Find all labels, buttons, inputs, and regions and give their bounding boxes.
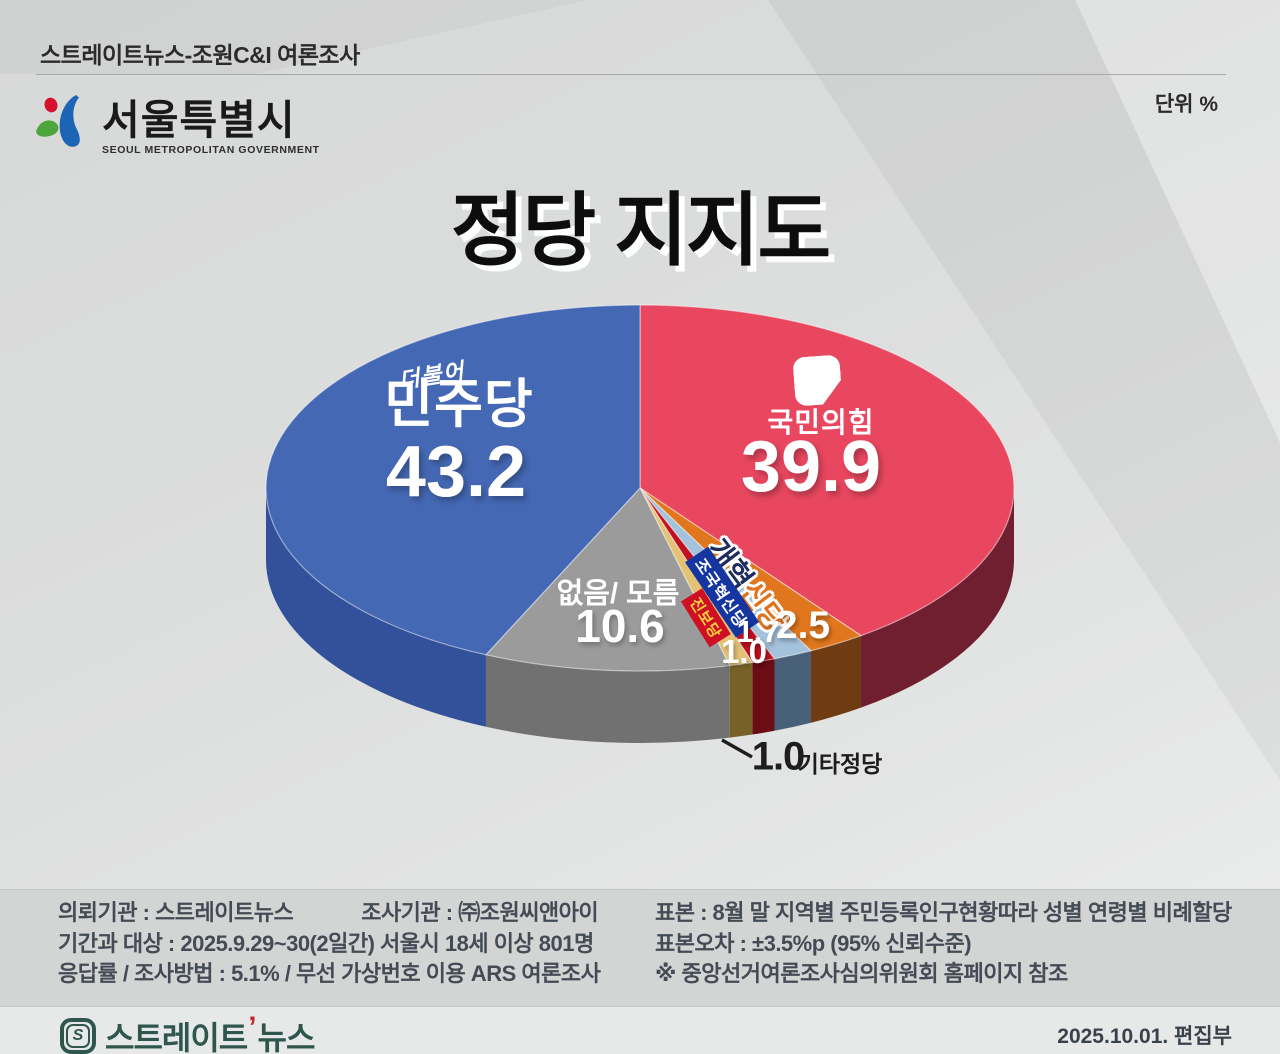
footer-bar: S 스트레이트 ’ 뉴스 2025.10.01. 편집부: [0, 1007, 1280, 1054]
survey-sample: 표본 : 8월 말 지역별 주민등록인구현황따라 성별 연령별 비례할당: [655, 900, 1232, 925]
pie-slice-개혁신당: [639, 487, 863, 652]
seoul-logo-english: SEOUL METROPOLITAN GOVERNMENT: [102, 144, 320, 156]
survey-client: 의뢰기관 : 스트레이트뉴스: [58, 900, 294, 925]
callout-leader-line: [721, 738, 753, 759]
straightnews-badge-letter: S: [66, 1024, 90, 1048]
etc-party-value: 1.0: [751, 734, 806, 779]
survey-details-left-column: 의뢰기관 : 스트레이트뉴스 조사기관 : ㈜조원씨앤아이 기간과 대상 : 20…: [58, 898, 601, 990]
seoul-logo-korean: 서울특별시: [102, 97, 296, 143]
pie-slice-side-개혁신당: [811, 635, 861, 723]
ppp-party-label: 국민의힘: [767, 407, 875, 438]
survey-details-right-column: 표본 : 8월 말 지역별 주민등록인구현황따라 성별 연령별 비례할당 표본오…: [655, 898, 1232, 990]
survey-source-title: 스트레이트뉴스-조원C&I 여론조사: [40, 42, 360, 68]
header-divider: [36, 74, 1226, 75]
pie-slice-없음/ 모름: [484, 486, 731, 672]
rebuilding-korea-value: 1.7: [736, 614, 780, 649]
survey-details-band: 의뢰기관 : 스트레이트뉴스 조사기관 : ㈜조원씨앤아이 기간과 대상 : 20…: [0, 889, 1280, 1007]
minjoo-party-label: 민주당: [384, 375, 534, 434]
survey-agency: 조사기관 : ㈜조원씨앤아이: [361, 900, 599, 925]
none-dontknow-value: 10.6: [575, 600, 665, 652]
pie-slice-side-국민의힘: [860, 488, 1014, 708]
pie-slice-더불어민주당: [265, 304, 641, 656]
brand-name-sub: 뉴스: [257, 1020, 316, 1054]
ppp-value: 39.9: [740, 427, 882, 507]
survey-margin: 표본오차 : ±3.5%p (95% 신뢰수준): [655, 930, 972, 956]
jinbo-value: 1.0: [721, 633, 767, 670]
straightnews-badge-icon: S: [60, 1018, 96, 1054]
seoul-logo-icon: [36, 95, 80, 147]
edit-date: 2025.10.01. 편집부: [1057, 1025, 1232, 1048]
pie-slice-side-조국혁신당: [774, 650, 811, 731]
none-dontknow-label: 없음/ 모름: [556, 578, 680, 610]
chart-title: 정당 지지도: [450, 186, 831, 275]
unit-label: 단위 %: [1154, 93, 1218, 116]
pie-slice-side-없음/ 모름: [485, 654, 730, 743]
brand-apostrophe: ’: [248, 1011, 257, 1044]
etc-party-label: 기타정당: [797, 751, 883, 777]
minjoo-value: 43.2: [385, 432, 527, 512]
pie-slice-side-기타정당: [729, 662, 753, 738]
reform-value: 2.5: [775, 604, 831, 647]
seoul-government-logo: 서울특별시 SEOUL METROPOLITAN GOVERNMENT: [30, 92, 320, 156]
survey-reference: ※ 중앙선거여론조사심의위원회 홈페이지 참조: [655, 961, 1068, 986]
pie-slice-국민의힘: [639, 304, 1015, 637]
straightnews-logo: S 스트레이트 ’ 뉴스: [60, 1011, 316, 1054]
pie-slice-side-진보당: [752, 658, 775, 735]
survey-response-method: 응답률 / 조사방법 : 5.1% / 무선 가상번호 이용 ARS 여론조사: [58, 961, 601, 986]
survey-client-agency-line: 의뢰기관 : 스트레이트뉴스 조사기관 : ㈜조원씨앤아이: [58, 898, 600, 929]
brand-name-main: 스트레이트: [105, 1020, 248, 1054]
pie-slice-side-더불어민주당: [266, 488, 486, 727]
survey-period: 기간과 대상 : 2025.9.29~30(2일간) 서울시 18세 이상 80…: [58, 930, 594, 956]
